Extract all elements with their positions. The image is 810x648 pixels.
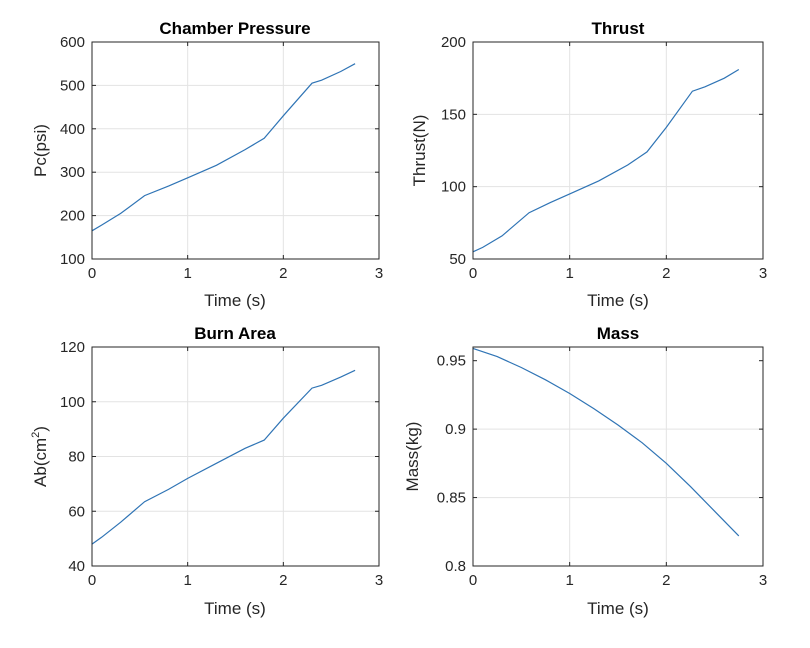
x-tick-label: 2: [279, 572, 287, 589]
y-tick-label: 100: [441, 179, 466, 196]
chart-title: Chamber Pressure: [159, 19, 310, 38]
x-axis-label: Time (s): [587, 291, 649, 310]
mass-chart: 0 1 2 3 0.8 0.85 0.9 0.95 Mass Time (s) Mass(kg…: [403, 324, 767, 618]
thrust-chart: 0 1 2 3 50 100 150 200 Thrust Time (s) Thrust(N…: [410, 19, 767, 310]
grid-lines: [92, 42, 379, 259]
y-axis-label-suffix: ): [31, 426, 50, 432]
y-axis-label: Thrust(N): [410, 115, 429, 187]
chart-title: Thrust: [592, 19, 645, 38]
x-tick-label: 3: [759, 265, 767, 282]
x-axis-label: Time (s): [587, 599, 649, 618]
y-tick-label: 0.9: [445, 421, 466, 438]
y-axis-label-base: Ab(cm: [31, 438, 50, 487]
y-tick-label: 80: [68, 449, 85, 466]
x-tick-label: 0: [88, 265, 96, 282]
y-tick-label: 0.85: [437, 490, 466, 507]
x-tick-label: 1: [183, 265, 191, 282]
grid-lines: [473, 347, 763, 566]
x-tick-label: 2: [662, 572, 670, 589]
chart-title: Burn Area: [194, 324, 276, 343]
y-tick-label: 0.8: [445, 558, 466, 575]
y-tick-label: 400: [60, 121, 85, 138]
y-axis-label-superscript: 2: [30, 432, 42, 438]
ab-series-line: [91, 369, 356, 545]
y-tick-label: 200: [441, 34, 466, 51]
burn-area-chart: 0 1 2 3 40 60 80 100 120 Burn Area Time (s) Ab(c…: [30, 324, 383, 618]
y-tick-label: 60: [68, 503, 85, 520]
grid-lines: [92, 347, 379, 566]
x-tick-label: 2: [279, 265, 287, 282]
y-tick-label: 200: [60, 208, 85, 225]
axes-box: [472, 41, 764, 260]
x-tick-label: 1: [565, 572, 573, 589]
y-tick-label: 100: [60, 394, 85, 411]
y-tick-label: 0.95: [437, 353, 466, 370]
axis-ticks: 0 1 2 3 50 100 150 200: [441, 34, 767, 282]
x-tick-label: 1: [565, 265, 573, 282]
x-tick-label: 0: [469, 265, 477, 282]
x-tick-label: 3: [375, 572, 383, 589]
x-tick-label: 0: [88, 572, 96, 589]
y-tick-label: 150: [441, 106, 466, 123]
x-tick-label: 2: [662, 265, 670, 282]
x-tick-label: 0: [469, 572, 477, 589]
y-tick-label: 50: [449, 251, 466, 268]
axes-box: [472, 346, 764, 567]
y-tick-label: 300: [60, 164, 85, 181]
mass-series-line: [472, 347, 740, 537]
y-axis-label: Mass(kg): [403, 422, 422, 492]
y-axis-label: Pc(psi): [31, 124, 50, 177]
axis-ticks: 0 1 2 3 100 200 300 400 500 600: [60, 34, 383, 282]
axes-box: [91, 41, 380, 260]
x-tick-label: 3: [759, 572, 767, 589]
axis-ticks: 0 1 2 3 0.8 0.85 0.9 0.95: [437, 347, 767, 589]
y-tick-label: 40: [68, 558, 85, 575]
x-tick-label: 1: [183, 572, 191, 589]
y-tick-label: 500: [60, 77, 85, 94]
y-tick-label: 600: [60, 34, 85, 51]
x-axis-label: Time (s): [204, 599, 266, 618]
x-tick-label: 3: [375, 265, 383, 282]
chart-title: Mass: [597, 324, 640, 343]
y-tick-label: 120: [60, 339, 85, 356]
y-tick-label: 100: [60, 251, 85, 268]
x-axis-label: Time (s): [204, 291, 266, 310]
axis-ticks: 0 1 2 3 40 60 80 100 120: [60, 339, 383, 589]
pc-series-line: [91, 63, 356, 232]
y-axis-label: Ab(cm2): [30, 426, 50, 487]
thrust-series-line: [472, 68, 740, 253]
grid-lines: [473, 42, 763, 259]
